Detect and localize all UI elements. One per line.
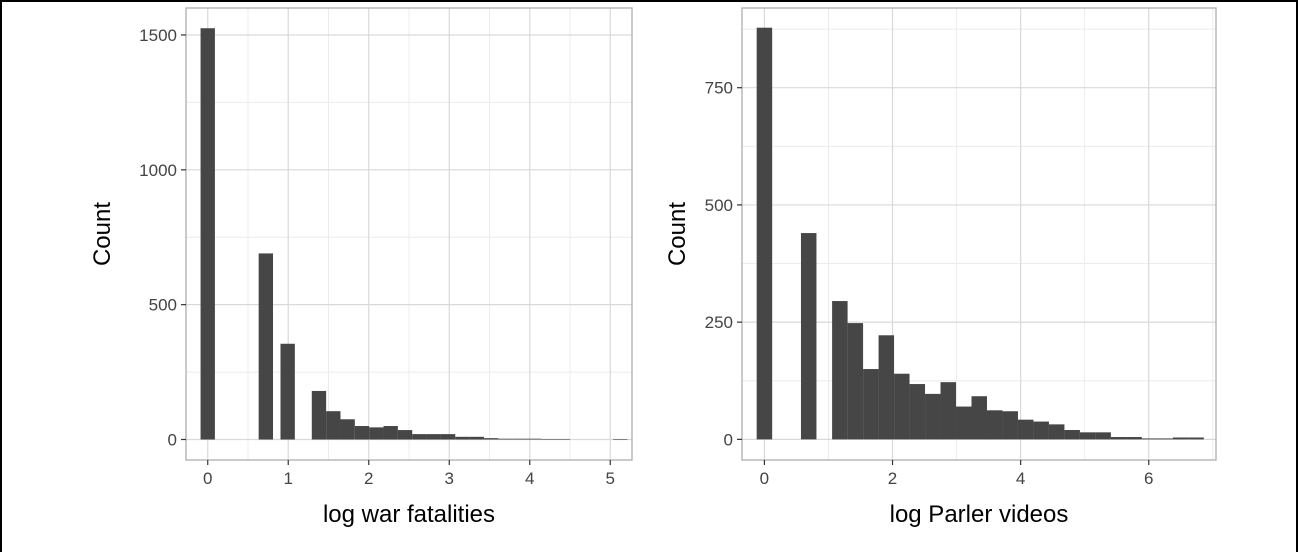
histogram-bar [369,427,384,440]
histogram-bar [986,410,1003,440]
histogram-bar [956,406,972,440]
histogram-bar [1033,421,1049,440]
histogram-bar [1157,438,1173,440]
histogram-bar [909,384,926,440]
histogram-bar [1064,429,1080,440]
x-tick-label: 2 [364,469,373,488]
parler-videos-histogram: 0 2 4 6 0 250 500 750 log Parler videos Count [664,7,1217,528]
histogram-bar [832,301,848,440]
y-tick-label: 0 [724,430,733,449]
histogram-bar [1048,424,1065,440]
histogram-bar [925,393,941,440]
panel-border [185,7,633,461]
histogram-bar [863,369,879,440]
histogram-bar [498,438,513,440]
histogram-bar [847,323,864,440]
histogram-bar [1002,411,1018,440]
histogram-bar [512,438,527,440]
histogram-bar [383,426,398,440]
histogram-bar [258,253,274,440]
histogram-bar [326,411,341,440]
x-axis-label: log war fatalities [323,501,495,528]
histogram-bar [311,390,327,440]
histogram-bar [426,434,441,440]
histogram-bar [1110,437,1127,440]
histogram-bar [483,438,499,440]
histogram-bar [397,430,413,440]
y-axis-label: Count [664,202,691,266]
histogram-bar [354,426,370,440]
histogram-bar [200,28,215,440]
x-tick-label: 1 [284,469,293,488]
histogram-bar [412,434,427,440]
histogram-bar [756,27,773,440]
histogram-bar [940,382,957,440]
x-tick-label: 2 [888,469,897,488]
histogram-bar [541,438,556,440]
y-tick-label: 1000 [139,161,177,180]
war-fatalities-histogram: 0 1 2 3 4 5 0 500 1000 1500 log war fatalities Coun… [89,7,633,528]
y-tick-label: 250 [705,313,733,332]
histogram-bar [526,438,542,440]
histogram-bar [878,335,895,440]
histogram-bar [1188,437,1204,440]
histogram-bar [1095,432,1111,440]
histogram-bar [1172,437,1189,440]
histogram-bar [1141,438,1158,440]
histogram-bar [613,439,628,440]
x-tick-label: 4 [525,469,534,488]
histogram-bar [455,436,470,440]
histogram-bar [440,434,456,440]
x-tick-label: 6 [1144,469,1153,488]
x-axis-label: log Parler videos [890,501,1069,528]
plot-panel [742,8,1216,460]
panel-border [741,7,1217,461]
histogram-bar [469,436,484,440]
y-tick-label: 500 [705,196,733,215]
histogram-bar [1017,419,1034,440]
x-tick-label: 4 [1016,469,1025,488]
x-tick-label: 3 [445,469,454,488]
histogram-bar [894,373,910,440]
histogram-bar [280,343,295,440]
histogram-bar [1126,437,1142,440]
y-tick-label: 1500 [139,26,177,45]
x-tick-label: 0 [203,469,212,488]
x-tick-label: 0 [760,469,769,488]
x-tick-label: 5 [606,469,615,488]
histogram-bar [340,419,355,440]
y-tick-label: 750 [705,79,733,98]
y-tick-label: 500 [149,296,177,315]
histogram-bar [1079,432,1096,440]
y-axis-label: Count [89,202,116,266]
histogram-bar [800,233,817,440]
y-tick-label: 0 [168,431,177,450]
histogram-bar [971,396,987,440]
histogram-bar [555,438,571,440]
